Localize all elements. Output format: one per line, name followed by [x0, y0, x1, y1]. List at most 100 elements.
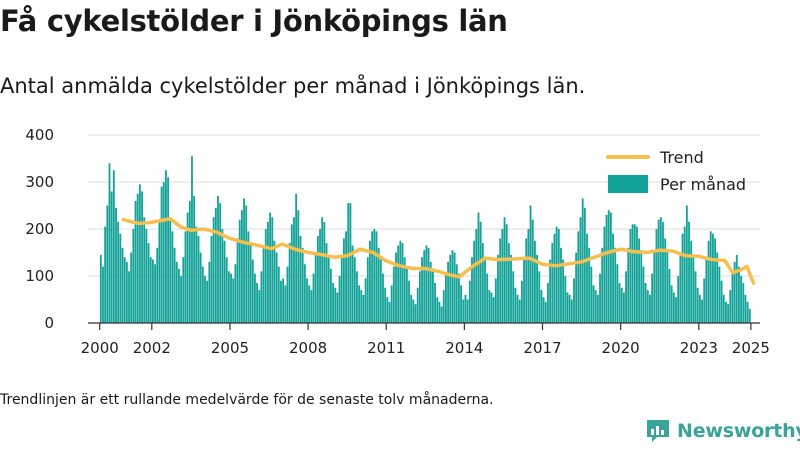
bar-month [240, 210, 243, 323]
brand-logo[interactable]: Newsworthy [645, 418, 800, 444]
bar-month [490, 292, 493, 323]
bar-month [327, 254, 330, 323]
bar-line-chart: 0 100 200 300 400 2000 2002 2005 2008 2011 2014 201… [25, 126, 770, 357]
bar-month [319, 229, 321, 323]
bar-month [659, 217, 662, 323]
bar-month [449, 254, 452, 323]
bar-month [212, 217, 215, 323]
bar-month [251, 259, 254, 323]
bar-month [668, 268, 671, 323]
bar-month [225, 257, 228, 323]
bar-month [243, 198, 245, 323]
bar-month [312, 273, 315, 323]
bar-month [123, 257, 126, 323]
bar-month [180, 276, 183, 323]
bar-month [638, 238, 641, 323]
bar-month [197, 236, 200, 323]
bar-month [138, 184, 141, 323]
bar-month [290, 224, 293, 323]
bar-month [167, 177, 169, 323]
bar-month [701, 299, 703, 323]
bar-month [264, 229, 267, 323]
bar-month [434, 283, 436, 323]
bar-month [594, 290, 597, 323]
bar-month [573, 278, 575, 323]
bar-month [162, 182, 165, 323]
bar-month [358, 285, 361, 323]
bar-month [633, 224, 636, 323]
bar-month [134, 200, 137, 323]
bar-month [592, 285, 595, 323]
bar-month [230, 273, 232, 323]
bar-month [720, 280, 723, 323]
bar-month [475, 229, 478, 323]
bar-month [158, 221, 161, 323]
bar-month [154, 264, 156, 323]
bar-month [321, 217, 324, 323]
bar-month [646, 290, 649, 323]
bar-month [175, 261, 178, 323]
bar-month [195, 226, 198, 323]
bar-month [217, 196, 219, 323]
bar-month [280, 280, 282, 323]
bar-month [583, 207, 586, 323]
trend-line [121, 216, 756, 285]
bar-month [115, 207, 117, 323]
bar-month [384, 287, 387, 323]
bar-month [356, 271, 358, 323]
bar-month [664, 238, 667, 323]
bar-month [254, 273, 256, 323]
bar-month [505, 224, 508, 323]
bar-month [735, 254, 738, 323]
bar-month [271, 217, 274, 323]
bar-month [544, 301, 547, 323]
bar-month [510, 254, 512, 323]
bar-month [227, 271, 230, 323]
bar-month [629, 229, 632, 323]
bar-month [336, 292, 339, 323]
bar-month [711, 233, 714, 323]
bar-month [685, 205, 688, 323]
bar-month [373, 229, 376, 323]
bar-month [614, 247, 617, 323]
bar-month [738, 266, 740, 323]
bar-month [269, 212, 272, 323]
x-tick-label: 2008 [289, 339, 327, 357]
bar-month [303, 264, 306, 323]
bar-month [410, 294, 413, 323]
bar-month [725, 301, 727, 323]
legend-trend-label: Trend [659, 148, 704, 167]
bar-month [649, 294, 651, 323]
bar-month [703, 278, 706, 323]
bar-month [588, 247, 591, 323]
bar-month [681, 233, 684, 323]
bar-month [232, 278, 235, 323]
bar-month [293, 217, 295, 323]
x-tick-label: 2000 [81, 339, 119, 357]
bar-month [351, 245, 354, 323]
bar-month [570, 299, 573, 323]
bar-month [516, 294, 519, 323]
bar-month [501, 229, 504, 323]
bar-month [149, 257, 152, 323]
bar-month [408, 280, 410, 323]
bar-month [748, 308, 751, 323]
bar-month [479, 221, 482, 323]
bar-month [518, 299, 521, 323]
bar-month [653, 250, 656, 323]
bar-month [492, 297, 495, 323]
bar-month [401, 243, 404, 323]
bar-month [618, 283, 621, 323]
bar-month [746, 301, 749, 323]
bar-month [156, 247, 159, 323]
bar-month [208, 261, 211, 323]
bar-month [451, 250, 454, 323]
bar-month [464, 294, 467, 323]
bar-month [666, 252, 669, 323]
bar-month [651, 273, 654, 323]
bar-month [460, 285, 463, 323]
bar-month [672, 292, 675, 323]
bar-month [579, 217, 582, 323]
bar-month [627, 247, 630, 323]
bar-month [507, 243, 510, 323]
